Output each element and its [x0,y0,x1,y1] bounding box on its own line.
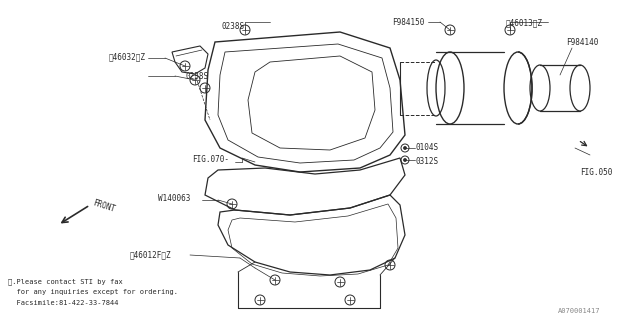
Text: W140063: W140063 [158,194,190,203]
Text: ※46012F＊Z: ※46012F＊Z [130,250,172,259]
Text: FIG.050: FIG.050 [580,168,612,177]
Text: F984140: F984140 [566,38,598,47]
Circle shape [404,159,406,161]
Text: F984150: F984150 [392,18,424,27]
Text: FIG.070-: FIG.070- [192,155,229,164]
Text: ※46013＊Z: ※46013＊Z [506,18,543,27]
Circle shape [404,147,406,149]
Text: ※46032＊Z: ※46032＊Z [109,52,146,61]
Text: 0238S: 0238S [222,22,245,31]
Text: ※.Please contact STI by fax: ※.Please contact STI by fax [8,278,123,284]
Text: 0104S: 0104S [415,143,438,152]
Text: Facsimile:81-422-33-7844: Facsimile:81-422-33-7844 [8,300,118,306]
Text: FRONT: FRONT [92,198,116,214]
Text: A070001417: A070001417 [558,308,600,314]
Text: 0238S: 0238S [185,72,208,81]
Text: for any inquiries except for ordering.: for any inquiries except for ordering. [8,289,178,295]
Text: 0312S: 0312S [415,157,438,166]
